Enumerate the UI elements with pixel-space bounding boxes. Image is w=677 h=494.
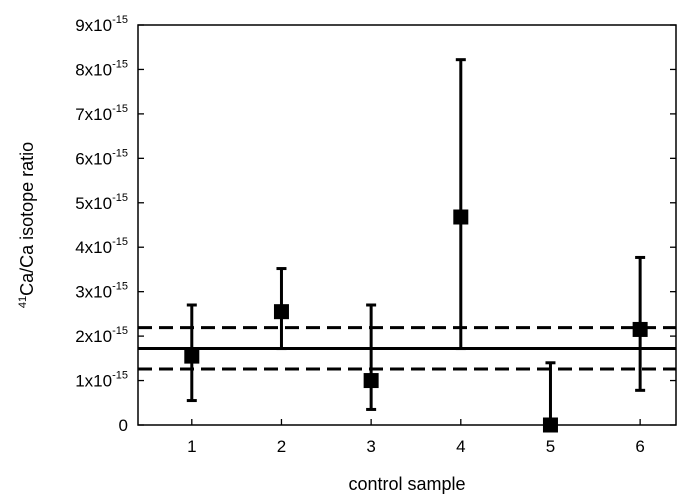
y-tick-label: 8x10-15 <box>75 58 128 79</box>
y-tick-exponent: -15 <box>112 58 128 70</box>
y-axis-ticks: 01x10-152x10-153x10-154x10-155x10-156x10… <box>75 14 676 435</box>
plot-frame <box>137 24 677 426</box>
y-tick-label: 2x10-15 <box>75 325 128 346</box>
y-tick-exponent: -15 <box>112 370 128 382</box>
data-point-marker <box>184 348 200 364</box>
x-tick-label: 3 <box>366 437 375 456</box>
y-tick-exponent: -15 <box>112 147 128 159</box>
y-axis-label: 41Ca/Ca isotope ratio <box>17 142 37 308</box>
x-axis-ticks: 1 2 3 4 5 6 <box>187 419 645 456</box>
y-tick-label: 7x10-15 <box>75 103 128 124</box>
y-tick-mantissa: 5x10 <box>75 194 112 213</box>
y-tick-mantissa: 2x10 <box>75 327 112 346</box>
y-tick-label: 3x10-15 <box>75 281 128 302</box>
y-tick-mantissa: 3x10 <box>75 283 112 302</box>
y-tick-exponent: -15 <box>112 14 128 26</box>
y-tick-mantissa: 8x10 <box>75 60 112 79</box>
y-tick-mantissa: 0 <box>119 416 128 435</box>
data-point-marker <box>453 209 469 225</box>
x-tick-label: 2 <box>277 437 286 456</box>
y-tick-exponent: -15 <box>112 192 128 204</box>
y-tick-mantissa: 4x10 <box>75 238 112 257</box>
x-tick-label: 6 <box>635 437 644 456</box>
y-tick-mantissa: 6x10 <box>75 149 112 168</box>
y-tick-mantissa: 9x10 <box>75 16 112 35</box>
y-tick-exponent: -15 <box>112 103 128 115</box>
reference-lines <box>138 326 676 371</box>
y-tick-label: 4x10-15 <box>75 236 128 257</box>
y-axis-label-text: Ca/Ca isotope ratio <box>17 142 37 296</box>
data-point-marker <box>632 321 648 337</box>
y-axis-label-superscript: 41 <box>17 296 29 308</box>
data-point-marker <box>542 417 558 433</box>
y-tick-label: 6x10-15 <box>75 147 128 168</box>
y-tick-label: 0 <box>119 416 128 435</box>
y-tick-label: 5x10-15 <box>75 192 128 213</box>
x-tick-label: 5 <box>546 437 555 456</box>
y-tick-mantissa: 1x10 <box>75 372 112 391</box>
y-tick-exponent: -15 <box>112 325 128 337</box>
data-markers <box>184 209 648 433</box>
x-axis-label: control sample <box>348 474 465 494</box>
y-tick-label: 9x10-15 <box>75 14 128 35</box>
y-tick-exponent: -15 <box>112 281 128 293</box>
data-point-marker <box>363 373 379 389</box>
y-tick-mantissa: 7x10 <box>75 105 112 124</box>
y-tick-label: 1x10-15 <box>75 370 128 391</box>
data-point-marker <box>273 304 289 320</box>
x-tick-label: 1 <box>187 437 196 456</box>
y-tick-exponent: -15 <box>112 236 128 248</box>
x-tick-label: 4 <box>456 437 465 456</box>
